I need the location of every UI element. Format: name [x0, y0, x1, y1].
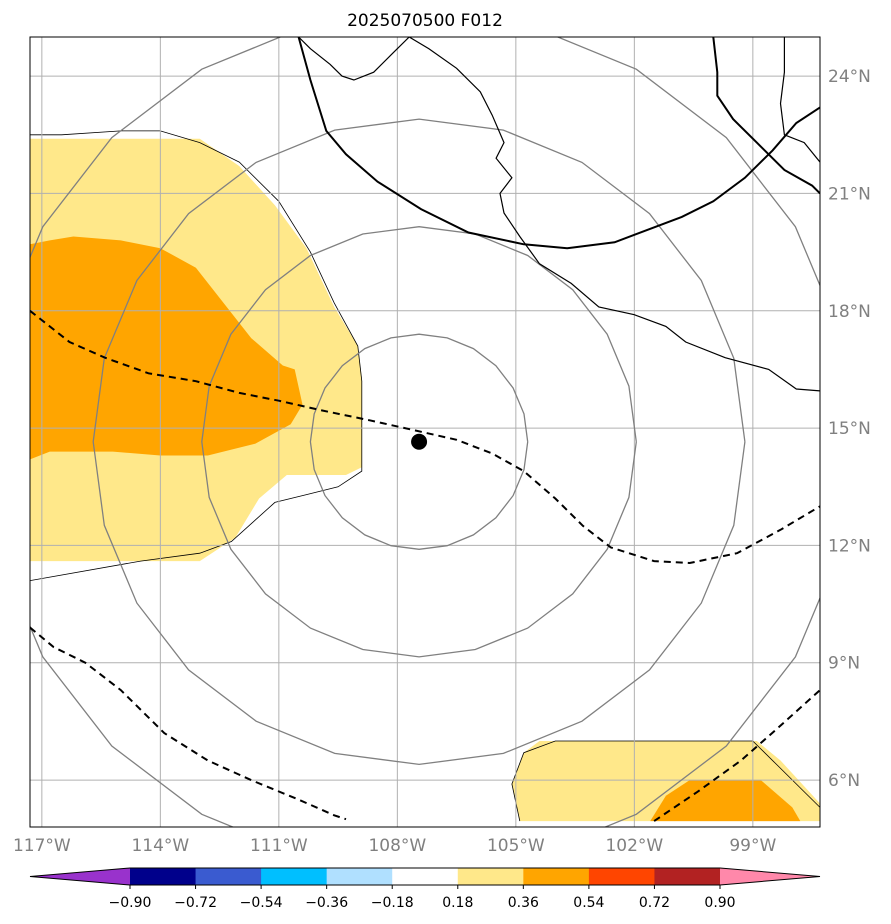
thick-contour: [712, 37, 820, 195]
axis-tick-labels: 117°W 114°W 111°W 108°W 105°W 102°W 99°W 6°N 9°N…: [13, 67, 871, 856]
range-ring: [92, 118, 746, 766]
y-tick-label: 21°N: [828, 184, 871, 204]
colorbar-segment: [326, 868, 393, 885]
contour-line: [511, 740, 820, 822]
dashed-contour: [30, 626, 347, 821]
coastline: [779, 37, 820, 163]
dashed-contour: [30, 310, 820, 565]
colorbar: −0.90 −0.72 −0.54 −0.36 −0.18 0.18 0.36 0.54 0.7…: [29, 867, 821, 911]
x-tick-label: 99°W: [729, 836, 776, 856]
colorbar-tick-label: −0.72: [174, 895, 217, 911]
range-ring: [309, 333, 529, 550]
map-frame: [29, 36, 821, 828]
colorbar-tick-label: 0.72: [639, 895, 670, 911]
map-plot-area: [30, 37, 820, 827]
chart-title: 2025070500 F012: [347, 11, 503, 31]
colorbar-tick-label: 0.54: [573, 895, 604, 911]
colorbar-tick-label: 0.90: [704, 895, 735, 911]
colorbar-segment: [654, 868, 721, 885]
x-tick-label: 102°W: [605, 836, 663, 856]
y-tick-label: 24°N: [828, 67, 871, 87]
shaded-region: [650, 780, 801, 822]
y-tick-label: 12°N: [828, 536, 871, 556]
storm-center-marker: [411, 433, 428, 450]
colorbar-segment: [523, 868, 590, 885]
colorbar-tick-label: −0.54: [240, 895, 283, 911]
x-tick-label: 105°W: [487, 836, 545, 856]
coastline: [298, 37, 820, 392]
colorbar-tick-label: −0.36: [305, 895, 348, 911]
colorbar-tick-label: −0.18: [371, 895, 414, 911]
y-tick-label: 9°N: [828, 654, 860, 674]
x-tick-label: 108°W: [368, 836, 426, 856]
x-tick-label: 111°W: [250, 836, 308, 856]
colorbar-segment: [130, 868, 197, 885]
range-ring: [201, 226, 637, 658]
colorbar-tick-label: −0.90: [109, 895, 152, 911]
y-tick-label: 18°N: [828, 302, 871, 322]
colorbar-tick-label: 0.18: [442, 895, 473, 911]
colorbar-segment: [261, 868, 328, 885]
colorbar-segment: [588, 868, 655, 885]
colorbar-tick-label: 0.36: [508, 895, 539, 911]
range-ring: [30, 37, 820, 827]
colorbar-segment: [392, 868, 459, 885]
colorbar-extend-low: [30, 868, 130, 885]
y-tick-label: 6°N: [828, 771, 860, 791]
thick-contour: [297, 37, 820, 250]
x-tick-label: 114°W: [131, 836, 189, 856]
x-tick-label: 117°W: [13, 836, 71, 856]
colorbar-segment: [195, 868, 262, 885]
dashed-contour: [653, 689, 820, 822]
y-tick-label: 15°N: [828, 419, 871, 439]
colorbar-segment: [457, 868, 524, 885]
colorbar-extend-high: [720, 868, 820, 885]
